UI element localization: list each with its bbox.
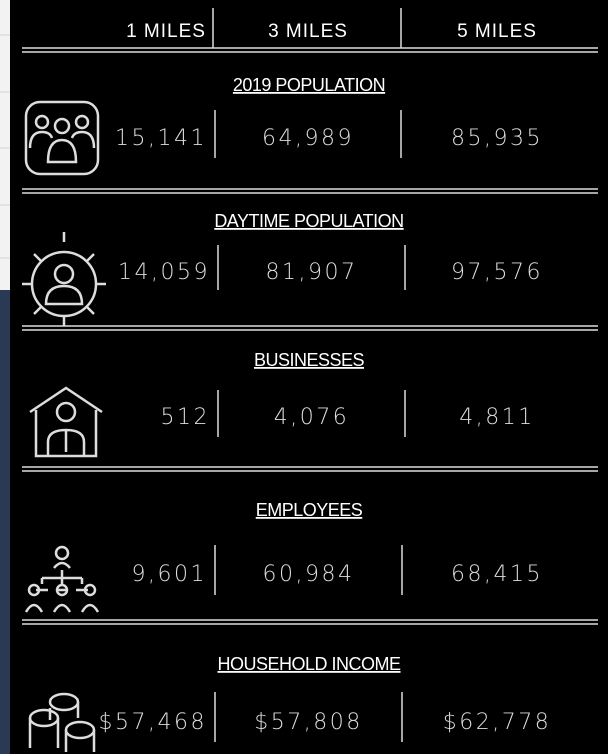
population-icon <box>26 102 98 174</box>
section-title: EMPLOYEES <box>256 500 363 520</box>
column-header: 1 MILES <box>126 21 206 42</box>
value: 81,907 <box>266 260 358 285</box>
value: 512 <box>161 405 211 430</box>
value: $57,808 <box>254 710 362 735</box>
business-icon <box>30 388 102 456</box>
infographic: 1 MILES 3 MILES 5 MILES 2019 POPULATION 15,1… <box>0 0 608 754</box>
value: 4,076 <box>274 405 349 430</box>
value: $57,468 <box>99 710 207 735</box>
income-icon <box>30 694 94 752</box>
side-photo <box>0 290 10 754</box>
value: 14,059 <box>118 260 210 285</box>
value: 9,601 <box>132 562 207 587</box>
section-title: DAYTIME POPULATION <box>214 211 403 231</box>
section-title: BUSINESSES <box>254 350 365 370</box>
value: 68,415 <box>451 562 543 587</box>
column-header: 5 MILES <box>457 21 537 42</box>
value: $62,778 <box>443 710 551 735</box>
section-title: HOUSEHOLD INCOME <box>217 654 401 674</box>
value: 60,984 <box>263 562 355 587</box>
employees-icon <box>26 547 98 612</box>
value: 4,811 <box>459 405 534 430</box>
daytime-icon <box>22 232 106 326</box>
value: 15,141 <box>115 126 207 151</box>
value: 64,989 <box>262 126 354 151</box>
column-header: 3 MILES <box>268 21 348 42</box>
side-strip <box>0 0 10 290</box>
value: 97,576 <box>451 260 543 285</box>
page: 1 MILES 3 MILES 5 MILES 2019 POPULATION 15,1… <box>0 0 608 754</box>
section-title: 2019 POPULATION <box>233 75 385 95</box>
value: 85,935 <box>451 126 543 151</box>
